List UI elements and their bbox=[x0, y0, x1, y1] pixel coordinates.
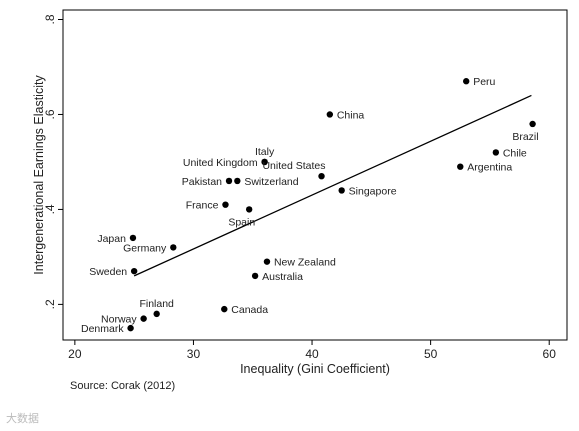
x-axis-title: Inequality (Gini Coefficient) bbox=[240, 362, 390, 376]
x-tick-label: 20 bbox=[68, 347, 82, 361]
point-label: Pakistan bbox=[182, 176, 222, 188]
point-label: Finland bbox=[139, 298, 174, 310]
data-point bbox=[222, 201, 229, 208]
data-point bbox=[261, 158, 268, 166]
y-tick-label: .8 bbox=[43, 14, 57, 24]
y-tick-label: .2 bbox=[43, 299, 57, 309]
x-tick-label: 30 bbox=[187, 347, 201, 361]
point-label: Denmark bbox=[81, 323, 124, 335]
data-point bbox=[463, 78, 470, 85]
point-label: China bbox=[337, 109, 365, 121]
data-point bbox=[263, 258, 271, 265]
x-tick-label: 60 bbox=[543, 347, 557, 361]
data-point bbox=[153, 310, 160, 318]
point-label: Singapore bbox=[349, 185, 397, 197]
point-label: Japan bbox=[97, 233, 126, 245]
point-label: Brazil bbox=[512, 131, 538, 143]
data-point bbox=[221, 305, 228, 313]
data-point bbox=[318, 172, 325, 180]
point-label: Argentina bbox=[467, 162, 512, 174]
point-label: Italy bbox=[255, 146, 275, 158]
x-tick-label: 50 bbox=[424, 347, 438, 361]
data-point bbox=[326, 111, 334, 118]
y-tick-label: .6 bbox=[43, 109, 57, 119]
source-note: Source: Corak (2012) bbox=[70, 380, 176, 392]
point-label: Chile bbox=[503, 147, 527, 159]
point-label: Canada bbox=[231, 304, 268, 316]
point-label: United Kingdom bbox=[183, 157, 258, 169]
fit-line bbox=[133, 94, 532, 277]
data-point bbox=[129, 234, 137, 242]
data-point bbox=[338, 187, 345, 194]
data-point bbox=[170, 244, 177, 251]
data-point bbox=[529, 120, 536, 128]
data-point bbox=[140, 315, 147, 322]
point-label: Germany bbox=[123, 242, 167, 254]
point-label: Norway bbox=[101, 314, 137, 326]
point-label: United States bbox=[262, 160, 325, 172]
y-axis-title: Intergenerational Earnings Elasticity bbox=[32, 75, 46, 275]
point-label: Switzerland bbox=[244, 176, 298, 188]
data-point bbox=[127, 324, 134, 332]
data-point bbox=[457, 163, 464, 170]
point-label: Australia bbox=[262, 271, 303, 283]
plot-area bbox=[62, 9, 568, 341]
x-tick-label: 40 bbox=[305, 347, 319, 361]
point-label: France bbox=[186, 200, 219, 212]
data-point bbox=[245, 206, 253, 213]
point-label: Spain bbox=[228, 216, 255, 228]
y-tick-label: .4 bbox=[43, 204, 57, 214]
data-point bbox=[130, 267, 138, 275]
watermark: 大数据 bbox=[6, 413, 39, 425]
point-label: Peru bbox=[473, 76, 495, 88]
point-label: New Zealand bbox=[274, 257, 336, 269]
point-label: Sweden bbox=[89, 266, 127, 278]
data-point bbox=[492, 149, 500, 156]
data-point bbox=[234, 177, 241, 185]
data-point bbox=[225, 177, 233, 185]
data-point bbox=[251, 272, 259, 280]
